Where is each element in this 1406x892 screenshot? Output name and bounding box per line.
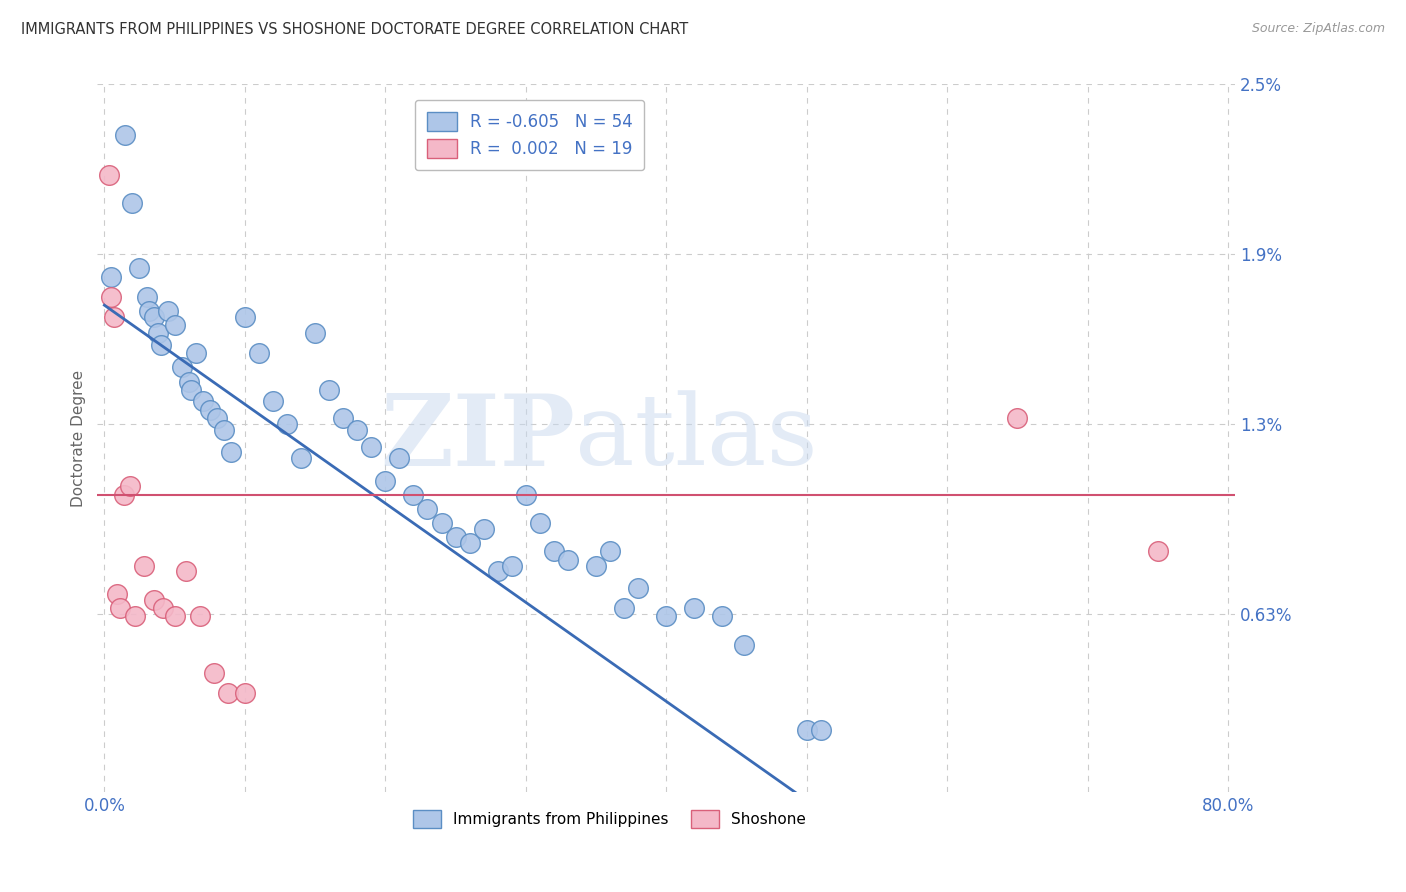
Point [304, 326, 326, 341]
Legend: Immigrants from Philippines, Shoshone: Immigrants from Philippines, Shoshone [406, 804, 811, 834]
Point [163, 609, 186, 624]
Point [627, 581, 650, 595]
Point [191, 394, 214, 409]
Point [135, 290, 157, 304]
Point [416, 502, 439, 516]
Point [100, 290, 122, 304]
Point [1147, 544, 1170, 558]
Point [655, 609, 678, 624]
Point [132, 558, 155, 573]
Point [247, 346, 270, 360]
Text: Source: ZipAtlas.com: Source: ZipAtlas.com [1251, 22, 1385, 36]
Point [180, 383, 202, 397]
Point [501, 558, 523, 573]
Point [142, 592, 165, 607]
Point [205, 411, 228, 425]
Point [557, 553, 579, 567]
Point [174, 564, 197, 578]
Point [114, 128, 136, 143]
Point [430, 516, 453, 530]
Point [103, 310, 125, 324]
Y-axis label: Doctorate Degree: Doctorate Degree [72, 369, 86, 507]
Point [212, 423, 235, 437]
Point [118, 479, 141, 493]
Point [599, 544, 621, 558]
Point [156, 303, 179, 318]
Point [188, 609, 211, 624]
Point [374, 474, 396, 488]
Point [142, 310, 165, 324]
Point [163, 318, 186, 332]
Point [388, 450, 411, 465]
Point [108, 601, 131, 615]
Point [346, 423, 368, 437]
Text: ZIP: ZIP [381, 390, 575, 487]
Point [276, 417, 298, 431]
Point [124, 609, 146, 624]
Point [138, 303, 160, 318]
Point [202, 666, 225, 681]
Point [97, 168, 120, 182]
Point [121, 196, 143, 211]
Point [458, 536, 481, 550]
Point [146, 326, 169, 341]
Point [486, 564, 509, 578]
Text: atlas: atlas [575, 391, 818, 486]
Point [233, 310, 256, 324]
Point [810, 723, 832, 737]
Point [152, 601, 174, 615]
Point [219, 445, 242, 459]
Point [184, 346, 207, 360]
Point [515, 488, 537, 502]
Point [402, 488, 425, 502]
Point [796, 723, 818, 737]
Point [112, 488, 135, 502]
Point [217, 686, 239, 700]
Point [543, 544, 565, 558]
Point [529, 516, 551, 530]
Point [613, 601, 636, 615]
Point [711, 609, 734, 624]
Point [262, 394, 284, 409]
Point [128, 261, 150, 276]
Point [585, 558, 607, 573]
Point [100, 269, 122, 284]
Point [733, 638, 755, 652]
Point [177, 375, 200, 389]
Point [233, 686, 256, 700]
Text: IMMIGRANTS FROM PHILIPPINES VS SHOSHONE DOCTORATE DEGREE CORRELATION CHART: IMMIGRANTS FROM PHILIPPINES VS SHOSHONE … [21, 22, 689, 37]
Point [360, 440, 382, 454]
Point [332, 411, 354, 425]
Point [105, 587, 128, 601]
Point [318, 383, 340, 397]
Point [444, 530, 467, 544]
Point [290, 450, 312, 465]
Point [472, 522, 495, 536]
Point [683, 601, 706, 615]
Point [149, 338, 172, 352]
Point [1007, 411, 1029, 425]
Point [170, 360, 193, 375]
Point [198, 403, 221, 417]
